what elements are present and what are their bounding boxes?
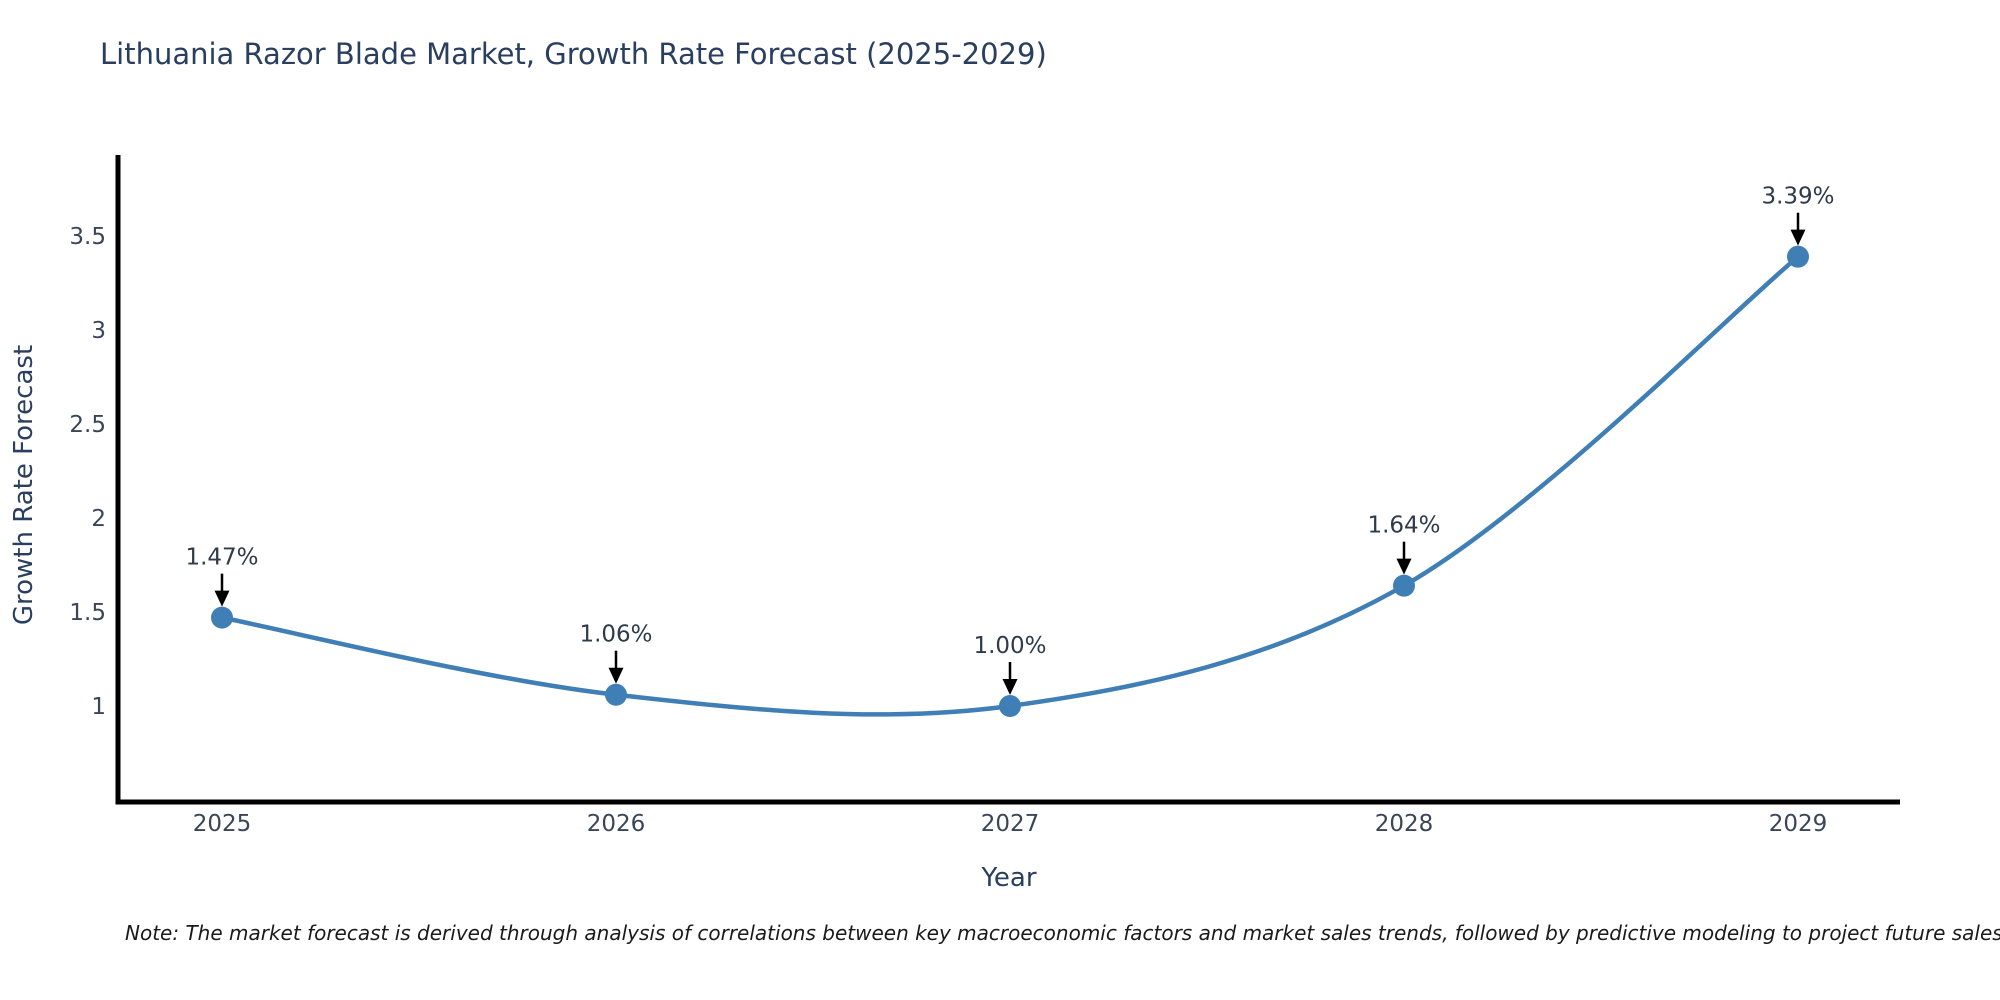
point-annotations: 1.47% 1.06% 1.00% 1.64% 3.39% (185, 184, 1835, 695)
x-axis-title: Year (980, 863, 1036, 893)
annotation-arrowhead-icon (1002, 679, 1018, 695)
data-point-marker (211, 606, 233, 629)
data-point-marker (1393, 574, 1415, 597)
x-tick-label: 2025 (193, 811, 252, 837)
annotation-arrowhead-icon (214, 590, 230, 607)
y-tick-label: 3.5 (69, 224, 106, 250)
point-value-label: 1.00% (973, 633, 1046, 659)
y-axis-title: Growth Rate Forecast (9, 345, 39, 625)
y-tick-label: 2.5 (69, 412, 106, 438)
annotation-arrowhead-icon (1396, 558, 1412, 575)
point-value-label: 1.47% (185, 545, 258, 571)
x-tick-label: 2028 (1375, 811, 1434, 837)
x-tick-label: 2027 (981, 811, 1040, 837)
y-tick-label: 3 (91, 318, 106, 344)
point-value-label: 1.06% (579, 622, 652, 648)
point-value-label: 3.39% (1761, 184, 1834, 210)
footnote: Note: The market forecast is derived thr… (125, 921, 2000, 945)
x-axis-tick-labels: 2025 2026 2027 2028 2029 (193, 811, 1828, 837)
annotation-arrowhead-icon (608, 667, 624, 684)
x-tick-label: 2029 (1769, 811, 1828, 837)
data-point-marker (1787, 245, 1809, 268)
y-tick-label: 1.5 (69, 600, 106, 626)
x-tick-label: 2026 (587, 811, 646, 837)
y-tick-label: 2 (91, 506, 106, 532)
data-point-marker (605, 683, 627, 706)
y-axis-tick-labels: 1 1.5 2 2.5 3 3.5 (69, 224, 106, 720)
y-tick-label: 1 (91, 694, 106, 720)
annotation-arrowhead-icon (1790, 229, 1806, 246)
data-series (211, 245, 1809, 717)
data-point-marker (999, 695, 1021, 717)
chart-title: Lithuania Razor Blade Market, Growth Rat… (100, 37, 1047, 71)
point-value-label: 1.64% (1367, 513, 1440, 539)
